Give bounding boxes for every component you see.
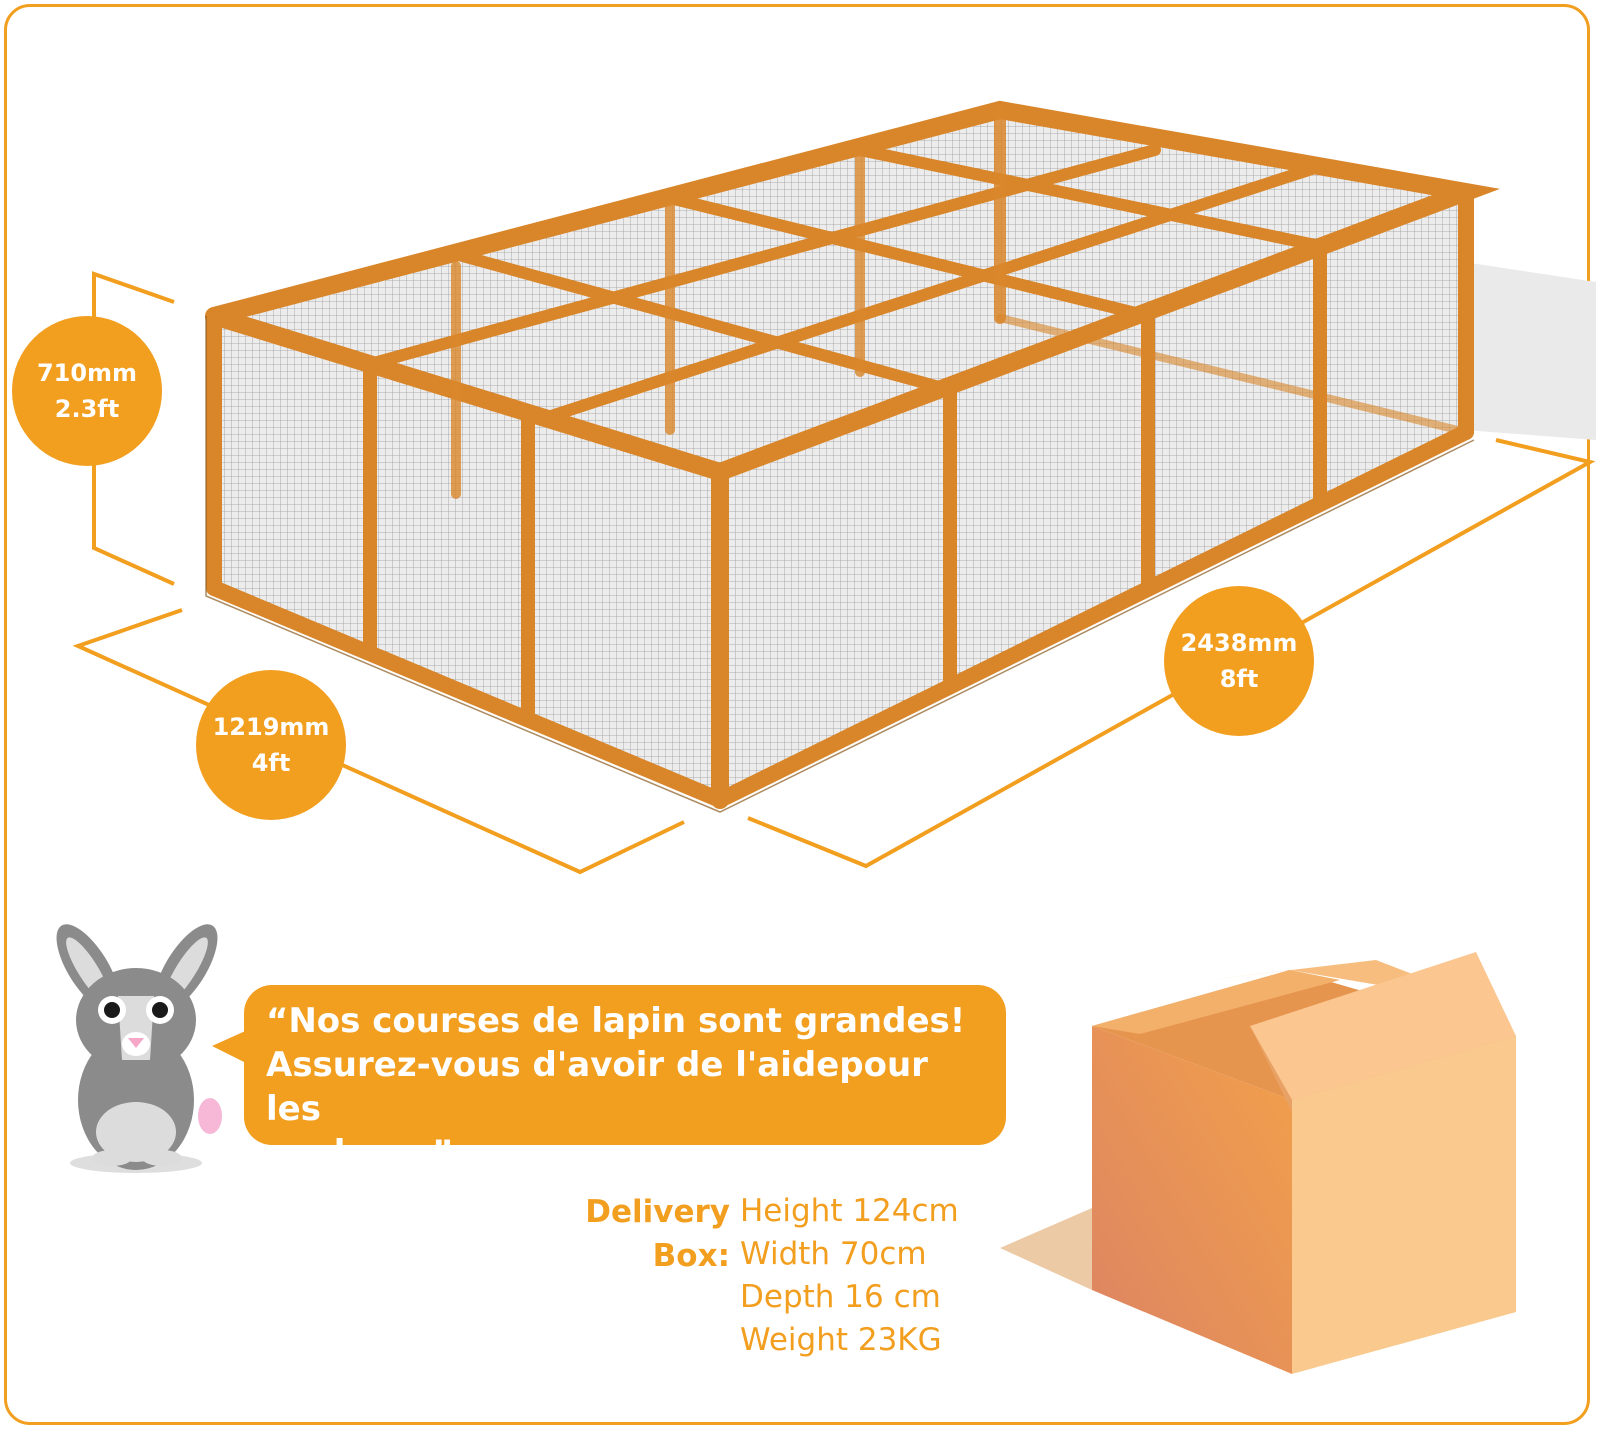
- run-long-side-mesh: [720, 192, 1466, 800]
- speech-line-3: soulever”: [266, 1133, 454, 1173]
- delivery-box-specs: Height 124cm Width 70cm Depth 16 cm Weig…: [740, 1190, 1060, 1362]
- rounded-frame: [4, 4, 1590, 1425]
- length-metric: 2438mm: [1180, 629, 1298, 657]
- box-weight-spec: Weight 23KG: [740, 1322, 942, 1358]
- box-height-spec: Height 124cm: [740, 1193, 959, 1229]
- speech-bubble-tail: [212, 1028, 252, 1066]
- delivery-box-label: Delivery Box:: [585, 1194, 730, 1274]
- box-front-face: [1092, 1026, 1292, 1374]
- run-roof-mesh: [214, 110, 1466, 472]
- speech-bubble: “Nos courses de lapin sont grandes! Assu…: [244, 985, 1006, 1173]
- width-metric: 1219mm: [212, 713, 330, 741]
- rabbit-run-illustration: [205, 100, 1596, 813]
- box-side-face: [1292, 1036, 1516, 1374]
- box-depth-spec: Depth 16 cm: [740, 1279, 941, 1315]
- height-imperial: 2.3ft: [54, 395, 120, 423]
- run-timber-frame: [205, 100, 1501, 809]
- box-flap-right: [1250, 952, 1516, 1100]
- height-dimension-badge: 710mm 2.3ft: [12, 316, 162, 466]
- width-dimension-badge: 1219mm 4ft: [196, 670, 346, 820]
- length-imperial: 8ft: [1219, 665, 1259, 693]
- box-flap-left: [1092, 970, 1340, 1034]
- height-metric: 710mm: [36, 359, 138, 387]
- run-shadow: [1464, 262, 1596, 440]
- speech-line-2: Assurez-vous d'avoir de l'aidepour les: [266, 1045, 928, 1129]
- box-width-spec: Width 70cm: [740, 1236, 927, 1272]
- width-imperial: 4ft: [251, 749, 291, 777]
- speech-line-1: “Nos courses de lapin sont grandes!: [266, 1001, 966, 1041]
- cardboard-box-icon: [1000, 952, 1516, 1374]
- rabbit-icon: [56, 924, 222, 1173]
- length-dimension-badge: 2438mm 8ft: [1164, 586, 1314, 736]
